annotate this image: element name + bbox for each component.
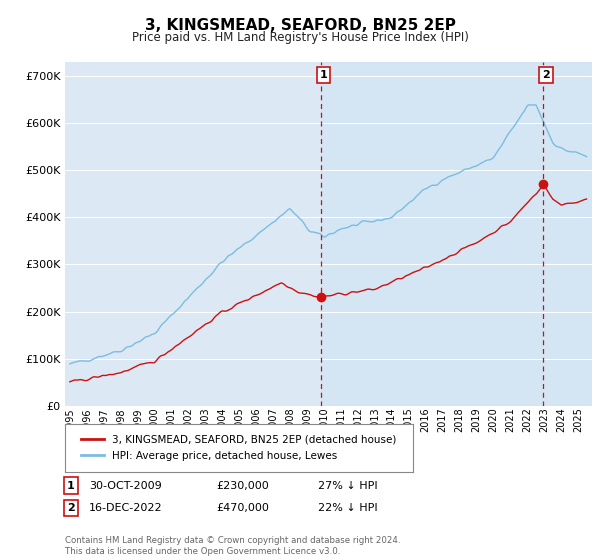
Text: 22% ↓ HPI: 22% ↓ HPI (318, 503, 377, 513)
Text: 1: 1 (320, 70, 328, 80)
Text: 30-OCT-2009: 30-OCT-2009 (89, 480, 161, 491)
Text: 3, KINGSMEAD, SEAFORD, BN25 2EP: 3, KINGSMEAD, SEAFORD, BN25 2EP (145, 18, 455, 33)
Text: £230,000: £230,000 (216, 480, 269, 491)
Legend: 3, KINGSMEAD, SEAFORD, BN25 2EP (detached house), HPI: Average price, detached h: 3, KINGSMEAD, SEAFORD, BN25 2EP (detache… (77, 431, 401, 465)
Text: £470,000: £470,000 (216, 503, 269, 513)
Text: Price paid vs. HM Land Registry's House Price Index (HPI): Price paid vs. HM Land Registry's House … (131, 31, 469, 44)
Text: 16-DEC-2022: 16-DEC-2022 (89, 503, 163, 513)
Text: 2: 2 (67, 503, 74, 513)
Bar (321, 62, 592, 406)
Text: 27% ↓ HPI: 27% ↓ HPI (318, 480, 377, 491)
Text: 2: 2 (542, 70, 550, 80)
Text: 1: 1 (67, 480, 74, 491)
Text: Contains HM Land Registry data © Crown copyright and database right 2024.
This d: Contains HM Land Registry data © Crown c… (65, 536, 400, 556)
